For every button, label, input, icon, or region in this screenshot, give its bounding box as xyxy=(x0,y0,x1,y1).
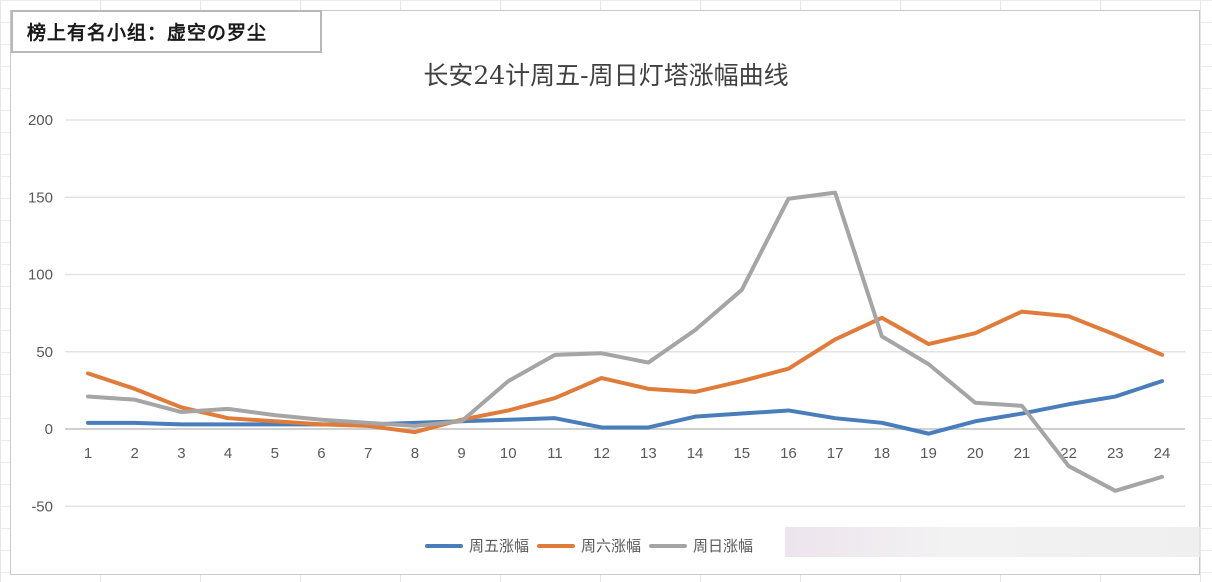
legend-item-friday: 周五涨幅 xyxy=(425,535,529,556)
x-tick-label: 23 xyxy=(1107,445,1124,462)
gridlines xyxy=(65,119,1185,507)
y-tick-label: 100 xyxy=(28,267,53,284)
x-tick-label: 8 xyxy=(411,445,419,462)
legend-swatch-icon xyxy=(425,543,463,548)
x-tick-label: 10 xyxy=(500,445,517,462)
legend-label: 周五涨幅 xyxy=(469,537,530,555)
legend-swatch-icon xyxy=(537,543,576,548)
x-tick-label: 16 xyxy=(780,445,797,462)
x-tick-label: 9 xyxy=(457,445,465,462)
x-tick-label: 14 xyxy=(687,445,704,462)
x-tick-label: 6 xyxy=(317,445,325,462)
x-tick-label: 20 xyxy=(967,445,984,462)
series-line xyxy=(86,190,1164,493)
x-tick-label: 15 xyxy=(733,445,750,462)
x-tick-label: 1 xyxy=(84,445,92,462)
y-tick-label: 50 xyxy=(36,344,53,361)
x-tick-label: 12 xyxy=(593,445,610,462)
y-axis-ticks: 200 150 100 50 0 -50 xyxy=(28,112,53,515)
legend-swatch-icon xyxy=(649,543,688,548)
chart-title: 长安24计周五-周日灯塔涨幅曲线 xyxy=(423,61,789,90)
legend-label: 周六涨幅 xyxy=(581,537,642,555)
x-tick-label: 3 xyxy=(177,445,185,462)
y-tick-label: 0 xyxy=(45,421,53,438)
group-tag-box: 榜上有名小组：虚空の罗尘 xyxy=(11,10,322,53)
y-tick-label: -50 xyxy=(31,498,53,515)
x-axis-ticks: 1 2 3 4 5 6 7 8 9 10 11 12 13 14 15 16 17 18 19 20 21 22 23 24 xyxy=(84,445,1171,462)
series-lines xyxy=(86,190,1164,493)
watermark-blur-overlay xyxy=(785,527,1200,557)
x-tick-label: 21 xyxy=(1014,445,1031,462)
x-tick-label: 13 xyxy=(640,445,657,462)
legend-item-saturday: 周六涨幅 xyxy=(537,535,641,556)
x-tick-label: 17 xyxy=(827,445,844,462)
x-tick-label: 11 xyxy=(547,445,563,462)
x-tick-label: 18 xyxy=(873,445,890,462)
chart-legend: 周五涨幅 周六涨幅 周日涨幅 xyxy=(425,535,753,556)
legend-item-sunday: 周日涨幅 xyxy=(649,535,753,556)
group-tag-text: 榜上有名小组：虚空の罗尘 xyxy=(27,22,268,44)
x-tick-label: 5 xyxy=(271,445,279,462)
x-tick-label: 7 xyxy=(364,445,372,462)
x-tick-label: 2 xyxy=(131,445,139,462)
series-line xyxy=(86,379,1164,436)
legend-label: 周日涨幅 xyxy=(693,537,754,555)
x-tick-label: 19 xyxy=(920,445,937,462)
series-line xyxy=(86,309,1164,435)
y-tick-label: 200 xyxy=(28,112,53,129)
x-tick-label: 4 xyxy=(224,445,232,462)
y-tick-label: 150 xyxy=(28,189,53,206)
x-tick-label: 24 xyxy=(1154,445,1171,462)
chart-frame[interactable] xyxy=(10,10,1200,575)
